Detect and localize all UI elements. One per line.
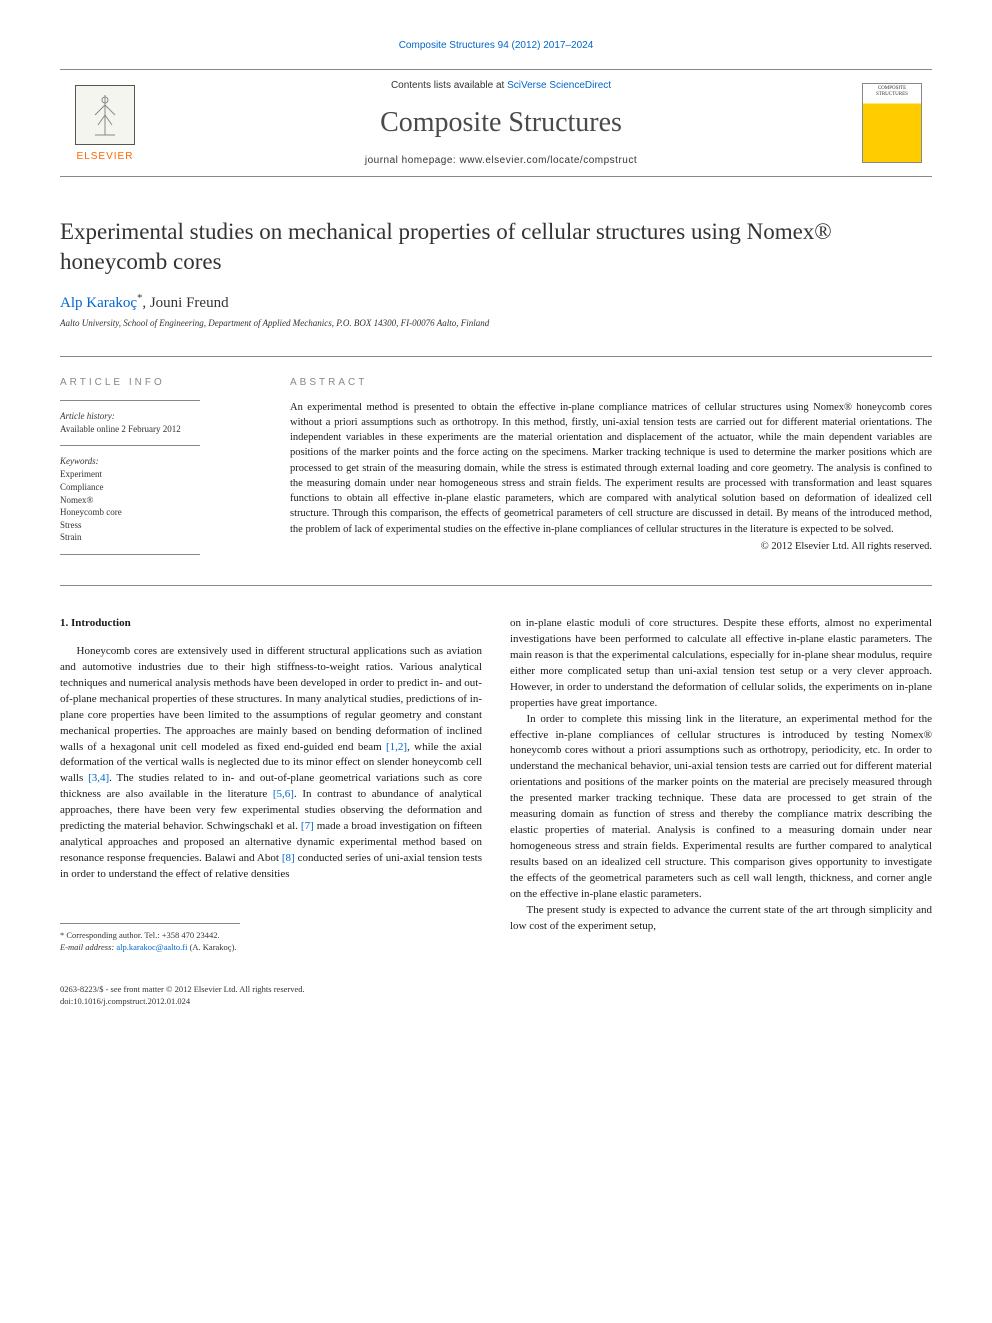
corresponding-author-footnote: * Corresponding author. Tel.: +358 470 2…	[60, 930, 482, 954]
ref-link-8[interactable]: [8]	[282, 852, 295, 864]
email-label: E-mail address:	[60, 942, 116, 952]
footnote-divider	[60, 923, 240, 924]
contents-prefix: Contents lists available at	[391, 80, 507, 91]
journal-name: Composite Structures	[380, 107, 622, 139]
email-link[interactable]: alp.karakoc@aalto.fi	[116, 942, 187, 952]
elsevier-logo: ELSEVIER	[60, 70, 150, 176]
elsevier-tree-icon	[75, 85, 135, 145]
sciencedirect-link[interactable]: SciVerse ScienceDirect	[507, 80, 611, 91]
body-columns: 1. Introduction Honeycomb cores are exte…	[60, 616, 932, 954]
homepage-url[interactable]: www.elsevier.com/locate/compstruct	[460, 155, 638, 166]
keywords-label: Keywords:	[60, 456, 260, 466]
abstract-text: An experimental method is presented to o…	[290, 400, 932, 537]
keyword-2: Nomex®	[60, 494, 260, 507]
cover-title-text: COMPOSITE STRUCTURES	[865, 86, 919, 97]
corr-author-tel: * Corresponding author. Tel.: +358 470 2…	[60, 930, 482, 942]
body-column-right: on in-plane elastic moduli of core struc…	[510, 616, 932, 954]
author-karakoc[interactable]: Alp Karakoç	[60, 295, 137, 311]
affiliation: Aalto University, School of Engineering,…	[60, 318, 932, 328]
ref-link-7[interactable]: [7]	[301, 820, 314, 832]
authors-line: Alp Karakoç*, Jouni Freund	[60, 293, 932, 312]
intro-paragraph-1-cont: on in-plane elastic moduli of core struc…	[510, 616, 932, 712]
contents-available-line: Contents lists available at SciVerse Sci…	[391, 80, 611, 91]
journal-reference-link[interactable]: Composite Structures 94 (2012) 2017–2024	[60, 40, 932, 51]
intro-paragraph-1: Honeycomb cores are extensively used in …	[60, 644, 482, 883]
footer-doi-line: doi:10.1016/j.compstruct.2012.01.024	[60, 996, 932, 1008]
info-abstract-row: ARTICLE INFO Article history: Available …	[60, 356, 932, 586]
intro-paragraph-3: The present study is expected to advance…	[510, 903, 932, 935]
abstract-block: ABSTRACT An experimental method is prese…	[290, 377, 932, 565]
keyword-4: Stress	[60, 519, 260, 532]
keyword-3: Honeycomb core	[60, 506, 260, 519]
masthead-center: Contents lists available at SciVerse Sci…	[150, 70, 852, 176]
abstract-heading: ABSTRACT	[290, 377, 932, 388]
footer-issn-line: 0263-8223/$ - see front matter © 2012 El…	[60, 984, 932, 996]
section-heading-introduction: 1. Introduction	[60, 616, 482, 632]
email-suffix: (A. Karakoç).	[187, 942, 236, 952]
keyword-1: Compliance	[60, 481, 260, 494]
page-footer: 0263-8223/$ - see front matter © 2012 El…	[60, 984, 932, 1008]
elsevier-wordmark: ELSEVIER	[77, 151, 134, 162]
article-title: Experimental studies on mechanical prope…	[60, 217, 932, 277]
keyword-5: Strain	[60, 531, 260, 544]
abstract-copyright: © 2012 Elsevier Ltd. All rights reserved…	[290, 541, 932, 552]
author-freund: , Jouni Freund	[142, 295, 228, 311]
journal-cover-thumbnail: COMPOSITE STRUCTURES	[862, 83, 922, 163]
journal-homepage-line: journal homepage: www.elsevier.com/locat…	[365, 155, 637, 166]
article-history-date: Available online 2 February 2012	[60, 423, 260, 436]
journal-cover: COMPOSITE STRUCTURES	[852, 70, 932, 176]
article-info-heading: ARTICLE INFO	[60, 377, 260, 388]
ref-link-3-4[interactable]: [3,4]	[88, 772, 109, 784]
ref-link-1-2[interactable]: [1,2]	[386, 741, 407, 753]
corr-author-email-line: E-mail address: alp.karakoc@aalto.fi (A.…	[60, 942, 482, 954]
ref-link-5-6[interactable]: [5,6]	[273, 788, 294, 800]
journal-masthead: ELSEVIER Contents lists available at Sci…	[60, 69, 932, 177]
article-history-label: Article history:	[60, 411, 260, 421]
body-column-left: 1. Introduction Honeycomb cores are exte…	[60, 616, 482, 954]
keyword-0: Experiment	[60, 468, 260, 481]
intro-paragraph-2: In order to complete this missing link i…	[510, 712, 932, 903]
article-info-block: ARTICLE INFO Article history: Available …	[60, 377, 260, 565]
homepage-prefix: journal homepage:	[365, 155, 460, 166]
